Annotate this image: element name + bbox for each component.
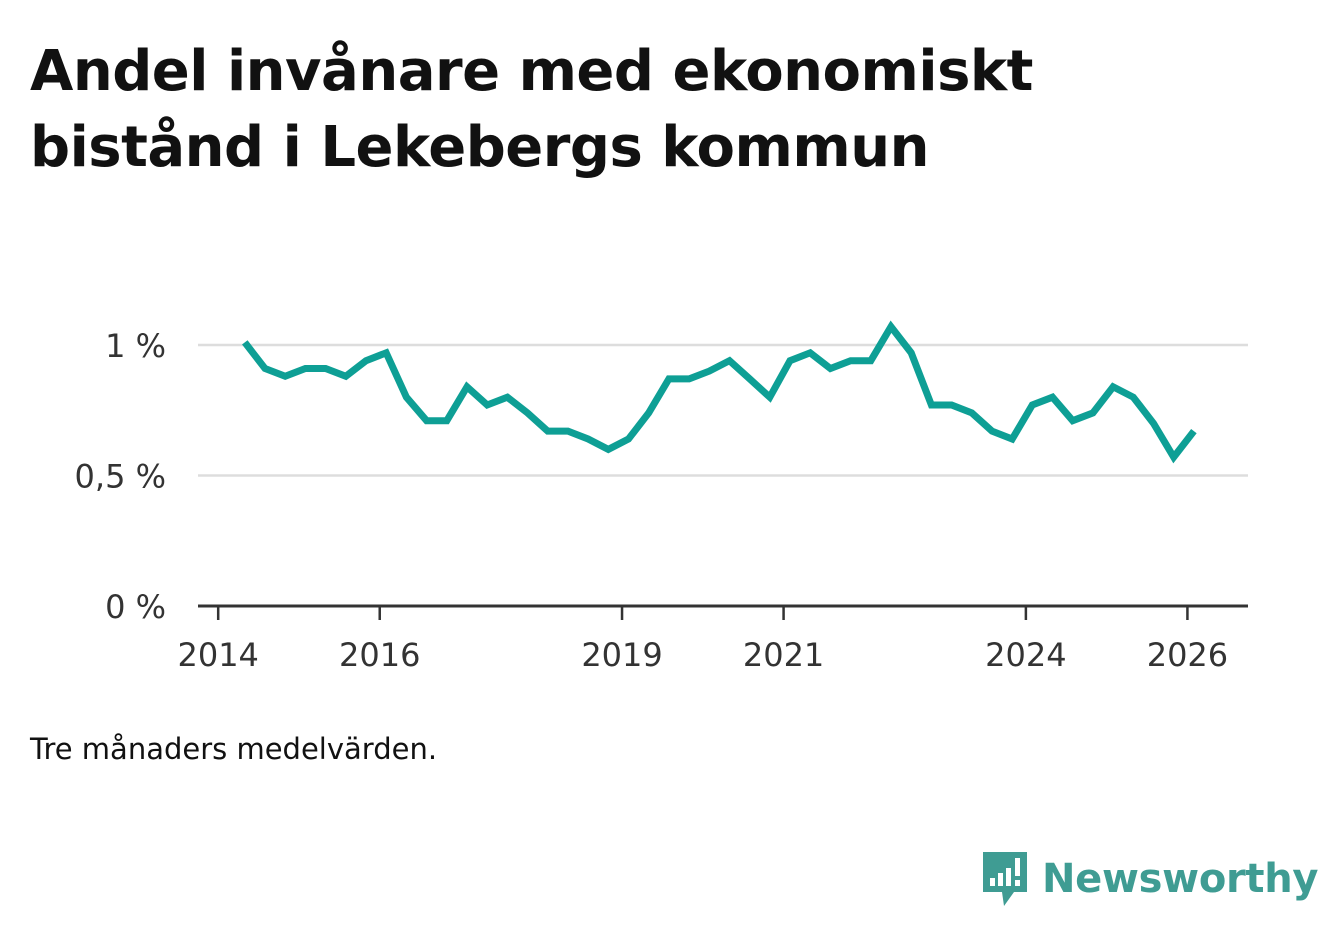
x-tick-label-0: 2014	[177, 636, 258, 674]
footnote: Tre månaders medelvärden.	[30, 732, 438, 766]
x-tick-label-2: 2019	[581, 636, 662, 674]
series-line-0	[242, 320, 1197, 464]
page-title: Andel invånare med ekonomiskt bistånd i …	[30, 39, 1033, 180]
x-tick-label-5: 2026	[1147, 636, 1228, 674]
grid-lines	[198, 343, 1248, 477]
y-tick-label-2: 1 %	[105, 327, 166, 365]
newsworthy-logo-icon	[983, 852, 1027, 906]
series-layer	[242, 320, 1197, 464]
y-axis-labels: 0 % 0,5 % 1 %	[75, 327, 166, 626]
x-tick-label-3: 2021	[743, 636, 824, 674]
newsworthy-logo: Newsworthy	[980, 848, 1319, 910]
brand-name: Newsworthy	[1042, 856, 1319, 902]
x-tick-label-1: 2016	[339, 636, 420, 674]
x-tick-label-4: 2024	[985, 636, 1066, 674]
y-tick-label-0: 0 %	[105, 588, 166, 626]
y-tick-label-1: 0,5 %	[75, 458, 166, 496]
line-chart: 0 % 0,5 % 1 % 2014 2016 2019 2021 2024 2026	[75, 320, 1248, 674]
x-axis-ticks: 2014 2016 2019 2021 2024 2026	[177, 606, 1228, 674]
